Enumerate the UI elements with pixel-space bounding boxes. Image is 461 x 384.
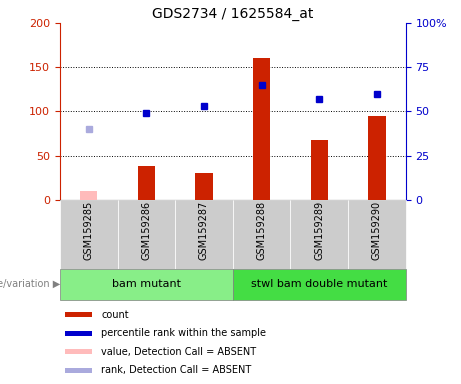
Bar <box>311 140 328 200</box>
Bar <box>65 349 92 354</box>
Bar <box>80 191 97 200</box>
Bar <box>60 269 233 300</box>
Text: genotype/variation ▶: genotype/variation ▶ <box>0 279 60 289</box>
Bar <box>233 200 290 269</box>
Bar <box>233 269 406 300</box>
Text: percentile rank within the sample: percentile rank within the sample <box>101 328 266 338</box>
Bar <box>118 200 175 269</box>
Text: GSM159290: GSM159290 <box>372 201 382 260</box>
Bar <box>65 331 92 336</box>
Bar <box>253 58 270 200</box>
Text: GSM159289: GSM159289 <box>314 201 324 260</box>
Bar <box>348 200 406 269</box>
Text: GSM159285: GSM159285 <box>84 201 94 260</box>
Text: count: count <box>101 310 129 320</box>
Bar <box>138 166 155 200</box>
Bar <box>195 173 213 200</box>
Bar <box>65 312 92 317</box>
Bar <box>65 368 92 373</box>
Text: GSM159287: GSM159287 <box>199 201 209 260</box>
Text: GSM159288: GSM159288 <box>257 201 266 260</box>
Bar <box>175 200 233 269</box>
Text: rank, Detection Call = ABSENT: rank, Detection Call = ABSENT <box>101 366 252 376</box>
Title: GDS2734 / 1625584_at: GDS2734 / 1625584_at <box>152 7 313 21</box>
Text: value, Detection Call = ABSENT: value, Detection Call = ABSENT <box>101 347 256 357</box>
Text: GSM159286: GSM159286 <box>142 201 151 260</box>
Text: stwl bam double mutant: stwl bam double mutant <box>251 279 387 289</box>
Bar <box>368 116 385 200</box>
Text: bam mutant: bam mutant <box>112 279 181 289</box>
Bar <box>60 200 118 269</box>
Bar <box>290 200 348 269</box>
